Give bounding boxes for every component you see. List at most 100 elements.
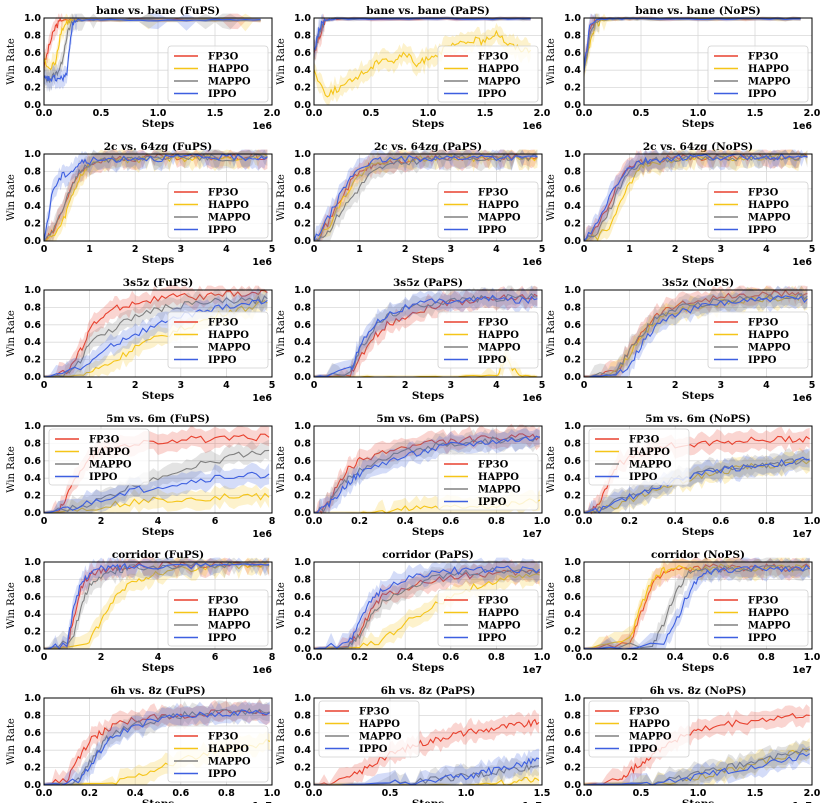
y-tick-label: 1.0 xyxy=(24,557,41,568)
y-tick-label: 0.8 xyxy=(294,166,311,177)
legend-box xyxy=(318,700,420,758)
series-band-mappo xyxy=(44,698,270,785)
series-line-ippo xyxy=(43,562,270,650)
y-axis-label: Win Rate xyxy=(276,174,287,221)
series-band-happo xyxy=(584,737,810,785)
series-band-mappo xyxy=(584,448,810,513)
x-tick-label: 0 xyxy=(41,380,48,391)
x-axis-label: Steps xyxy=(142,390,174,402)
x-tick-label: 3 xyxy=(177,244,184,255)
legend-label-fp3o: FP3O xyxy=(208,188,239,199)
legend-box xyxy=(707,589,809,647)
x-tick-label: 2.0 xyxy=(804,108,821,119)
y-tick-label: 1.0 xyxy=(24,421,41,432)
chart-title: 6h vs. 8z (NoPS) xyxy=(650,685,747,697)
chart-panel: 3s5z (PaPS) 0.0 0.2 0.4 0.6 0.8 1.0 0 1 2 3 4 5 Steps… xyxy=(276,277,545,404)
series-line-happo xyxy=(313,29,532,98)
legend-label-mappo: MAPPO xyxy=(478,621,521,632)
y-tick-label: 0.6 xyxy=(564,456,581,467)
y-tick-label: 0.4 xyxy=(294,473,311,484)
chart-title: 6h vs. 8z (PaPS) xyxy=(381,685,476,697)
x-axis-label: Steps xyxy=(682,118,714,130)
x-tick-label: 0 xyxy=(41,244,48,255)
y-tick-label: 1.0 xyxy=(564,149,581,160)
y-tick-label: 0.0 xyxy=(294,508,311,519)
y-tick-label: 0.4 xyxy=(564,609,581,620)
y-axis-label: Win Rate xyxy=(546,718,557,765)
y-tick-label: 0.6 xyxy=(24,48,41,59)
x-tick-label: 5 xyxy=(809,244,816,255)
chart-panel: 3s5z (NoPS) 0.0 0.2 0.4 0.6 0.8 1.0 0 1 2 3 4 5 Steps… xyxy=(546,277,815,404)
chart-panel: bane vs. bane (FuPS) 0.0 0.2 0.4 0.6 0.8 1.0 0.… xyxy=(6,5,281,132)
x-tick-label: 4 xyxy=(155,652,162,663)
series-line-mappo xyxy=(43,561,270,650)
series-line-mappo xyxy=(583,458,810,514)
y-tick-label: 0.4 xyxy=(564,337,581,348)
y-tick-label: 0.2 xyxy=(294,627,311,638)
series-band-happo xyxy=(314,149,538,241)
y-tick-label: 0.8 xyxy=(24,438,41,449)
x-tick-label: 5 xyxy=(269,244,276,255)
legend-label-mappo: MAPPO xyxy=(748,77,791,88)
series-band-fp3o xyxy=(314,709,539,785)
y-axis-label: Win Rate xyxy=(6,38,17,85)
x-axis-label: Steps xyxy=(682,254,714,266)
legend-label-happo: HAPPO xyxy=(359,719,400,730)
x-axis-label: Steps xyxy=(682,390,714,402)
y-tick-label: 0.4 xyxy=(564,201,581,212)
y-tick-label: 0.6 xyxy=(24,320,41,331)
legend-box xyxy=(167,725,269,783)
y-tick-label: 0.8 xyxy=(294,30,311,41)
legend-label-ippo: IPPO xyxy=(89,472,118,483)
x-tick-label: 2 xyxy=(402,244,409,255)
x-axis-label: Steps xyxy=(142,254,174,266)
y-tick-label: 0.2 xyxy=(24,355,41,366)
x-scale-label: 1e6 xyxy=(252,121,272,132)
series-line-fp3o xyxy=(313,293,538,378)
x-scale-label: 1e6 xyxy=(792,121,812,132)
x-tick-label: 1.0 xyxy=(458,788,475,799)
x-scale-label: 1e6 xyxy=(522,393,542,404)
legend-label-fp3o: FP3O xyxy=(359,707,390,718)
chart-title: corridor (PaPS) xyxy=(382,549,474,561)
chart-panel: 2c vs. 64zg (FuPS) 0.0 0.2 0.4 0.6 0.8 1.0 0 1 2 3… xyxy=(6,141,275,268)
legend-label-happo: HAPPO xyxy=(208,744,249,755)
plot-frame xyxy=(313,697,543,786)
y-axis-label: Win Rate xyxy=(546,174,557,221)
series-line-ippo xyxy=(313,435,540,514)
y-tick-label: 0.8 xyxy=(564,166,581,177)
y-tick-label: 1.0 xyxy=(564,13,581,24)
x-tick-label: 1.0 xyxy=(150,108,167,119)
series-band-mappo xyxy=(584,739,810,785)
y-tick-label: 0.6 xyxy=(564,320,581,331)
legend-label-happo: HAPPO xyxy=(478,200,519,211)
x-tick-label: 5 xyxy=(539,380,546,391)
legend-label-fp3o: FP3O xyxy=(478,52,509,63)
x-tick-label: 0.4 xyxy=(397,516,414,527)
y-axis-label: Win Rate xyxy=(276,310,287,357)
legend-box xyxy=(167,45,269,103)
y-tick-label: 0.4 xyxy=(564,65,581,76)
legend-label-ippo: IPPO xyxy=(748,89,777,100)
chart-panel: 2c vs. 64zg (PaPS) 0.0 0.2 0.4 0.6 0.8 1.0 0 1 2 3… xyxy=(276,141,545,268)
series-band-ippo xyxy=(584,285,808,377)
plot-frame xyxy=(583,697,813,786)
y-tick-label: 0.4 xyxy=(24,609,41,620)
legend-label-mappo: MAPPO xyxy=(208,621,251,632)
y-tick-label: 0.0 xyxy=(294,372,311,383)
chart-panel: 5m vs. 6m (PaPS) 0.0 0.2 0.4 0.6 0.8 1.0 0.0 0.2… xyxy=(276,413,551,540)
legend-label-fp3o: FP3O xyxy=(478,188,509,199)
x-tick-label: 1.0 xyxy=(690,788,707,799)
y-tick-label: 0.8 xyxy=(24,30,41,41)
y-axis-label: Win Rate xyxy=(6,310,17,357)
legend-label-mappo: MAPPO xyxy=(629,460,672,471)
x-tick-label: 3 xyxy=(447,380,454,391)
x-tick-label: 1.0 xyxy=(420,108,437,119)
y-tick-label: 1.0 xyxy=(294,693,311,704)
y-tick-label: 0.2 xyxy=(24,627,41,638)
x-tick-label: 1.5 xyxy=(534,788,551,799)
series-line-ippo xyxy=(583,153,808,241)
y-tick-label: 0.8 xyxy=(294,302,311,313)
